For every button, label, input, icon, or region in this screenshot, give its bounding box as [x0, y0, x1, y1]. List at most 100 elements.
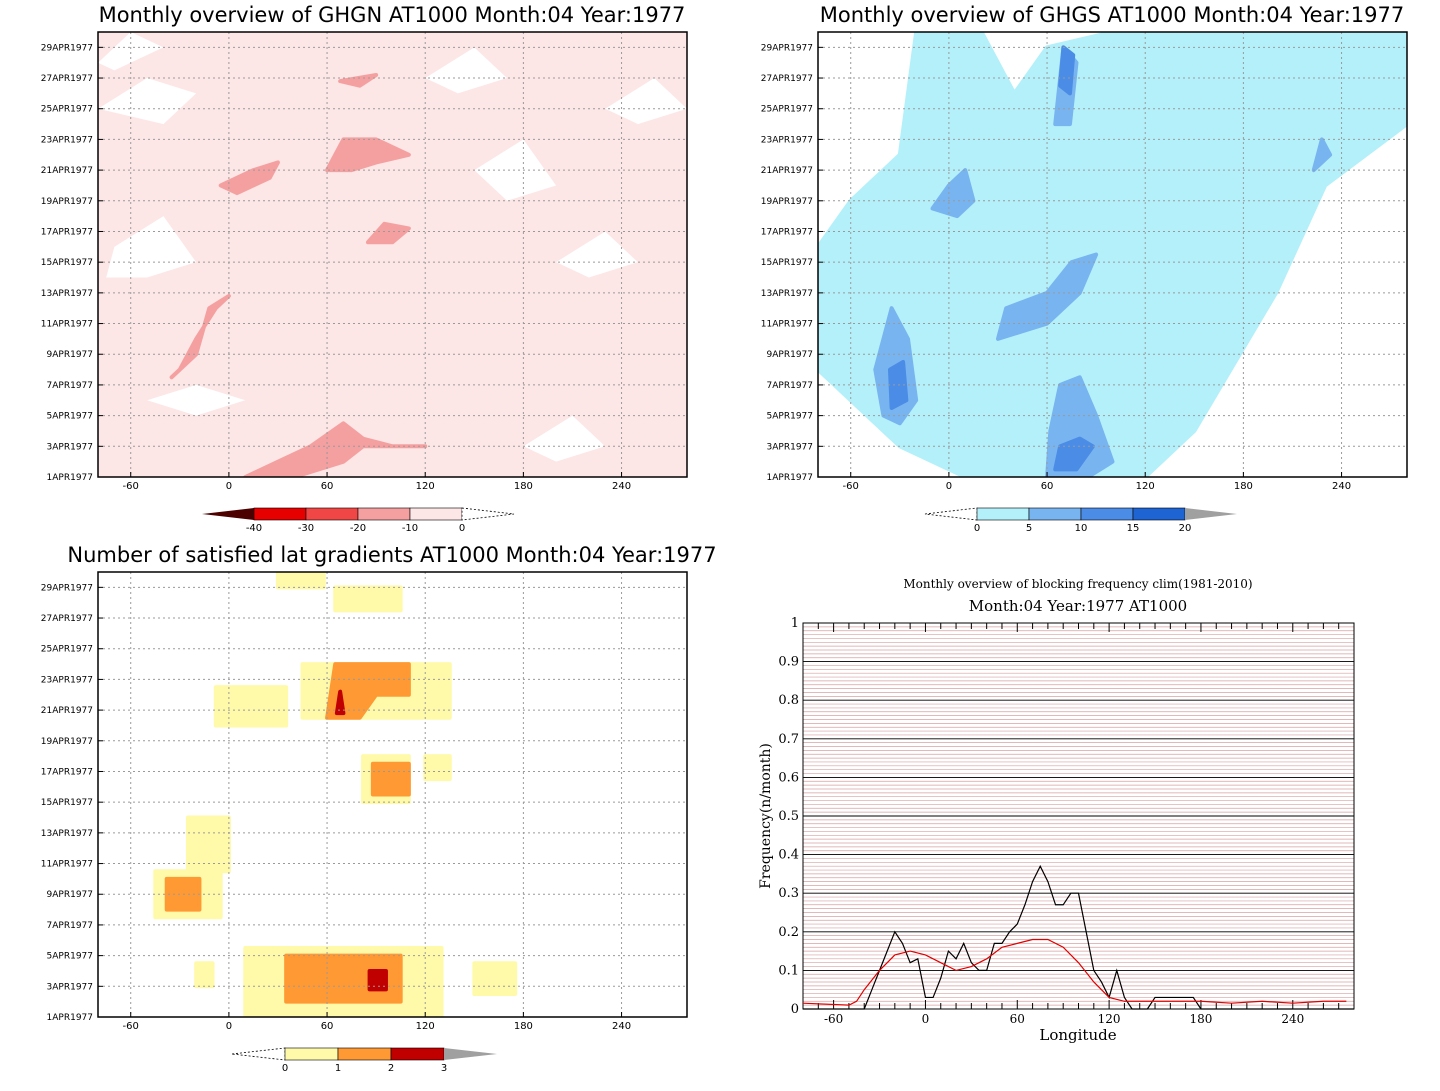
y-tick-label: 19APR1977 [41, 197, 93, 207]
contour-region-level-neg10 [365, 221, 411, 245]
y-tick-label: 0.5 [778, 809, 799, 824]
y-tick-label: 19APR1977 [761, 197, 813, 207]
y-tick-label: 11APR1977 [761, 320, 813, 330]
x-tick-label: 60 [321, 1021, 334, 1032]
y-tick-label: 3APR1977 [767, 442, 813, 452]
background-region [474, 139, 557, 201]
contour-region-level-3 [367, 968, 388, 992]
x-tick-label: 120 [416, 1021, 435, 1032]
x-tick-label: 60 [1041, 481, 1054, 492]
colorbar: 0 1 2 3 [231, 1047, 497, 1074]
series-line-1 [803, 864, 1354, 1010]
contour-region-level-1 [213, 685, 289, 728]
colorbar-label: 10 [1075, 523, 1088, 534]
colorbar-extension-low [231, 1047, 286, 1061]
y-tick-label: 13APR1977 [761, 289, 813, 299]
colorbar-extension-high [461, 507, 515, 521]
y-tick-label: 19APR1977 [41, 737, 93, 747]
x-tick-label: 240 [1281, 1012, 1304, 1026]
y-tick-label: 29APR1977 [41, 43, 93, 53]
y-tick-label: 17APR1977 [41, 767, 93, 777]
background-region [147, 384, 246, 416]
y-tick-label: 9APR1977 [47, 890, 93, 900]
y-tick-label: 17APR1977 [41, 227, 93, 237]
contour-region-level-15 [1058, 45, 1076, 96]
contour-region-level-neg10 [169, 293, 231, 380]
x-tick-label: 60 [321, 481, 334, 492]
y-tick-label: 0.8 [778, 693, 799, 708]
colorbar-label: 0 [282, 1063, 288, 1074]
x-tick-label: 180 [514, 481, 533, 492]
y-tick-label: 3APR1977 [47, 982, 93, 992]
x-tick-label: -60 [843, 481, 859, 492]
background-region [98, 78, 197, 125]
background-region [605, 78, 687, 125]
colorbar-label: -10 [402, 523, 418, 534]
chart-subtitle: Month:04 Year:1977 AT1000 [969, 597, 1187, 615]
x-tick-label: 120 [416, 481, 435, 492]
y-tick-label: 0 [791, 1002, 799, 1017]
colorbar-segment [305, 507, 359, 521]
y-tick-label: 23APR1977 [41, 675, 93, 685]
colorbar-segment [337, 1047, 392, 1061]
y-tick-label: 27APR1977 [41, 614, 93, 624]
contour-region-level-1 [423, 754, 452, 782]
y-tick-label: 7APR1977 [767, 381, 813, 391]
contour-region-level-2 [325, 662, 411, 720]
y-tick-label: 0.1 [778, 963, 799, 978]
x-axis-label: Longitude [1039, 1026, 1116, 1044]
colorbar-label: 5 [1026, 523, 1032, 534]
y-tick-label: 23APR1977 [41, 135, 93, 145]
line-chart-panel: Monthly overview of blocking frequency c… [758, 577, 1355, 1044]
colorbar-label: -40 [246, 523, 262, 534]
colorbar-label: -20 [350, 523, 366, 534]
y-tick-label: 0.7 [778, 732, 799, 747]
y-tick-label: 9APR1977 [767, 350, 813, 360]
x-tick-label: 0 [946, 481, 952, 492]
y-tick-label: 1APR1977 [47, 1013, 93, 1023]
contour-region-level-1 [472, 961, 518, 996]
y-tick-label: 11APR1977 [41, 320, 93, 330]
colorbar-segment [409, 507, 463, 521]
chart-title: Monthly overview of blocking frequency c… [903, 577, 1252, 591]
series-line-2 [802, 938, 1347, 1006]
x-tick-label: -60 [123, 481, 139, 492]
y-tick-label: 0.3 [778, 886, 799, 901]
y-tick-label: 0.9 [778, 655, 799, 670]
x-tick-label: -60 [123, 1021, 139, 1032]
colorbar-segment [284, 1047, 339, 1061]
contour-region-level-neg10 [243, 421, 428, 477]
colorbar: -40 -30 -20 -10 0 [202, 507, 515, 534]
colorbar-extension-low [202, 508, 254, 520]
y-tick-label: 11APR1977 [41, 860, 93, 870]
heatmap-panel-1: Monthly overview of GHGN AT1000 Month:04… [41, 3, 688, 534]
x-tick-label: 0 [922, 1012, 930, 1026]
y-tick-label: 25APR1977 [41, 105, 93, 115]
x-tick-label: 180 [514, 1021, 533, 1032]
colorbar-segment [357, 507, 411, 521]
y-tick-label: 13APR1977 [41, 829, 93, 839]
contour-region-level-2 [370, 761, 411, 797]
x-tick-label: 180 [1234, 481, 1253, 492]
colorbar-segment [1028, 507, 1082, 521]
y-tick-label: 13APR1977 [41, 289, 93, 299]
colorbar-label: 15 [1127, 523, 1140, 534]
y-tick-label: 7APR1977 [47, 381, 93, 391]
y-tick-label: 27APR1977 [761, 74, 813, 84]
colorbar-label: 3 [441, 1063, 447, 1074]
y-axis-label: Frequency(n/month) [758, 743, 774, 889]
contour-region-level-1 [275, 572, 326, 590]
contour-region-level-10 [930, 168, 976, 219]
heatmap-panel-2: Monthly overview of GHGS AT1000 Month:04… [761, 3, 1408, 534]
colorbar-segment [1080, 507, 1134, 521]
colorbar-label: 0 [459, 523, 465, 534]
contour-region-level-1 [194, 961, 215, 989]
x-tick-label: 240 [612, 481, 631, 492]
y-tick-label: 0.4 [778, 848, 799, 863]
colorbar: 0 5 10 15 20 [924, 507, 1237, 534]
y-tick-label: 15APR1977 [761, 258, 813, 268]
y-tick-label: 21APR1977 [41, 706, 93, 716]
background-region [523, 415, 606, 462]
colorbar-label: 2 [388, 1063, 394, 1074]
